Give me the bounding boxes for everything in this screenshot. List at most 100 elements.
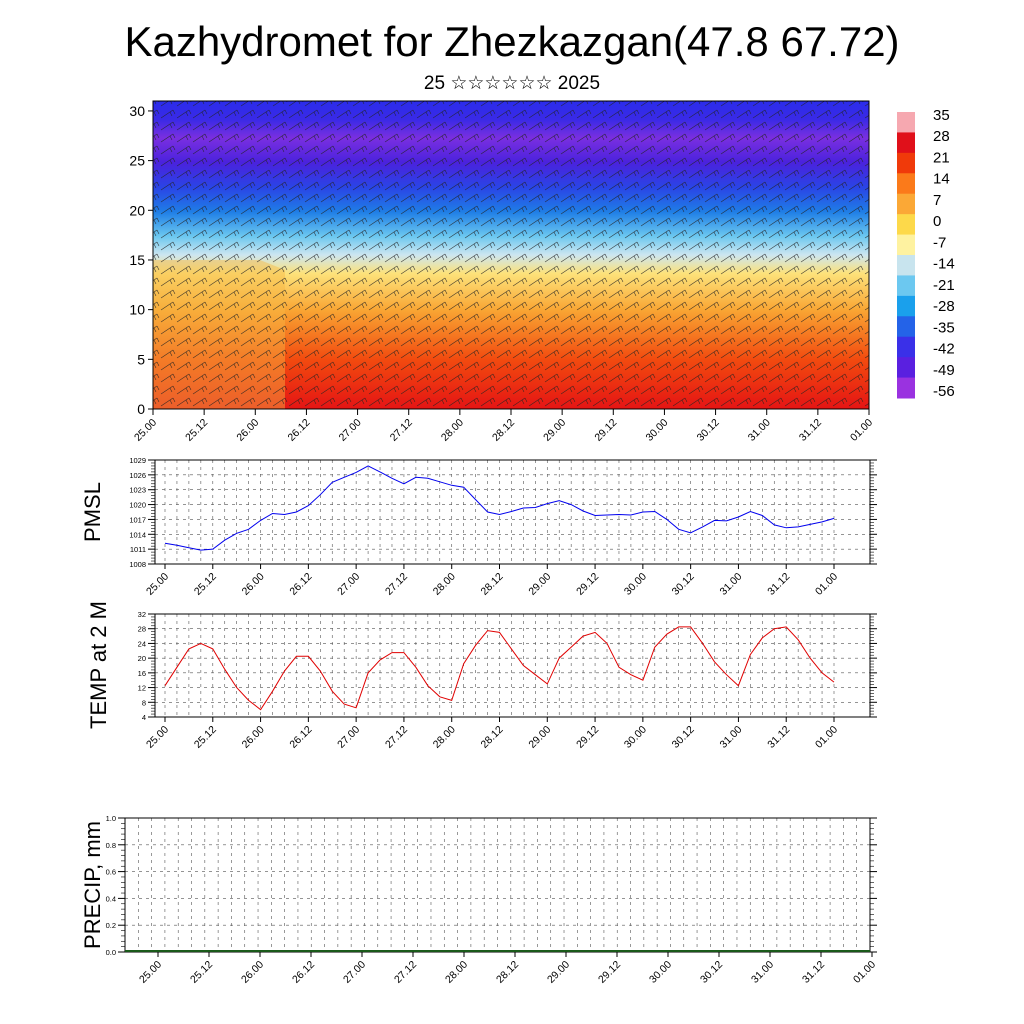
pmsl-series-line (164, 465, 835, 551)
heatmap-y-tick-label: 20 (129, 202, 145, 218)
heatmap-y-axis: 0 5 10 15 20 25 30 (129, 103, 153, 417)
pmsl-panel: PMSL 1008 1011 1014 1017 1020 1023 1026 1029 25… (80, 456, 877, 598)
y-tick-label: 0.2 (106, 921, 116, 930)
x-tick-label: 01.00 (813, 724, 840, 751)
colorbar-label: 14 (933, 171, 950, 188)
heatmap-x-tick-label: 25.12 (183, 417, 210, 444)
x-tick-label: 28.00 (431, 724, 458, 751)
colorbar-swatch (897, 214, 915, 236)
colorbar: 35 28 21 14 7 0 -7 -14 -21 -28 -35 -42 -49 -56 (897, 107, 955, 400)
chart-subtitle: 25 ☆☆☆☆☆☆ 2025 (423, 73, 601, 94)
y-tick-label: 8 (142, 698, 146, 707)
colorbar-label: -49 (933, 362, 955, 379)
x-tick-label: 31.12 (800, 959, 827, 986)
x-tick-label: 28.00 (443, 959, 470, 986)
y-tick-label: 1029 (129, 456, 146, 465)
colorbar-swatch (897, 357, 915, 379)
temp-series-line (164, 626, 835, 711)
x-tick-label: 01.00 (851, 959, 878, 986)
y-tick-label: 20 (138, 654, 146, 663)
x-tick-label: 27.12 (392, 959, 419, 986)
colorbar-label: 0 (933, 213, 941, 230)
x-tick-label: 29.12 (596, 959, 623, 986)
y-tick-label: 0.4 (106, 894, 116, 903)
x-tick-label: 26.12 (287, 571, 314, 598)
colorbar-swatch (897, 173, 915, 195)
heatmap-x-axis: 25.00 25.12 26.00 26.12 27.00 27.12 28.00 28.12… (132, 409, 875, 444)
temp-panel: TEMP at 2 M 4 8 12 16 20 24 28 32 25.00 25.12 26.… (86, 601, 877, 751)
precip-x-axis: 25.00 25.12 26.00 26.12 27.00 27.12 28.00 28.12… (137, 952, 878, 986)
heatmap-y-tick-label: 15 (129, 252, 145, 268)
heatmap-y-tick-label: 30 (129, 103, 145, 119)
colorbar-swatch (897, 112, 915, 133)
y-tick-label: 1008 (129, 560, 146, 569)
x-tick-label: 28.12 (479, 724, 506, 751)
x-tick-label: 31.00 (717, 724, 744, 751)
colorbar-label: -35 (933, 319, 955, 336)
colorbar-label: -14 (933, 256, 955, 273)
temp-y-axis: 4 8 12 16 20 24 28 32 (138, 610, 877, 722)
y-tick-label: 12 (138, 684, 146, 693)
colorbar-label: 21 (933, 149, 950, 166)
x-tick-label: 26.12 (290, 959, 317, 986)
colorbar-label: 28 (933, 128, 950, 145)
x-tick-label: 29.00 (526, 724, 553, 751)
precip-grid (124, 817, 871, 953)
colorbar-swatch (897, 234, 915, 256)
x-tick-label: 26.00 (240, 571, 267, 598)
heatmap-y-tick-label: 10 (129, 302, 145, 318)
y-tick-label: 1014 (129, 530, 146, 539)
heatmap-x-tick-label: 31.12 (797, 417, 824, 444)
temp-grid (155, 613, 870, 718)
y-tick-label: 16 (138, 669, 146, 678)
heatmap-x-tick-label: 25.00 (132, 417, 159, 444)
x-tick-label: 30.12 (670, 571, 697, 598)
x-tick-label: 26.12 (287, 724, 314, 751)
pmsl-frame (154, 459, 871, 565)
colorbar-swatch (897, 255, 915, 276)
y-tick-label: 24 (138, 639, 146, 648)
colorbar-swatch (897, 193, 915, 215)
x-tick-label: 27.00 (335, 724, 362, 751)
x-tick-label: 01.00 (813, 571, 840, 598)
pmsl-grid (155, 459, 870, 565)
precip-y-label: PRECIP, mm (80, 821, 105, 949)
colorbar-label: -28 (933, 298, 955, 315)
y-tick-label: 4 (142, 713, 146, 722)
x-tick-label: 25.00 (144, 571, 171, 598)
colorbar-swatch (897, 152, 915, 174)
precip-y-axis: 0.0 0.2 0.4 0.6 0.8 1.0 (106, 814, 877, 957)
x-tick-label: 30.00 (647, 959, 674, 986)
x-tick-label: 28.00 (431, 571, 458, 598)
x-tick-label: 25.00 (137, 959, 164, 986)
colorbar-label: -42 (933, 341, 955, 358)
y-tick-label: 1011 (130, 545, 146, 554)
x-tick-label: 25.00 (144, 724, 171, 751)
x-tick-label: 31.12 (765, 724, 792, 751)
y-tick-label: 1.0 (106, 814, 116, 823)
colorbar-label: -21 (933, 277, 955, 294)
temp-x-axis: 25.00 25.12 26.00 26.12 27.00 27.12 28.00 28.12… (144, 717, 840, 751)
pmsl-y-axis: 1008 1011 1014 1017 1020 1023 1026 1029 (129, 456, 877, 569)
y-tick-label: 28 (138, 625, 146, 634)
heatmap-x-tick-label: 30.00 (643, 417, 670, 444)
heatmap-y-tick-label: 0 (137, 401, 145, 417)
x-tick-label: 27.12 (383, 571, 410, 598)
colorbar-label: 7 (933, 192, 941, 209)
x-tick-label: 27.00 (335, 571, 362, 598)
x-tick-label: 25.12 (192, 724, 219, 751)
heatmap-x-tick-label: 31.00 (746, 417, 773, 444)
y-tick-label: 1017 (129, 515, 146, 524)
heatmap-x-tick-label: 27.12 (388, 417, 415, 444)
heatmap-x-tick-label: 29.12 (592, 417, 619, 444)
colorbar-label: -56 (933, 383, 955, 400)
x-tick-label: 25.12 (192, 571, 219, 598)
x-tick-label: 29.12 (574, 724, 601, 751)
colorbar-swatch (897, 316, 915, 338)
heatmap-x-tick-label: 01.00 (848, 417, 875, 444)
y-tick-label: 32 (138, 610, 146, 619)
x-tick-label: 30.12 (670, 724, 697, 751)
x-tick-label: 31.00 (717, 571, 744, 598)
x-tick-label: 25.12 (188, 959, 215, 986)
chart-title: Kazhydromet for Zhezkazgan(47.8 67.72) (124, 18, 900, 65)
